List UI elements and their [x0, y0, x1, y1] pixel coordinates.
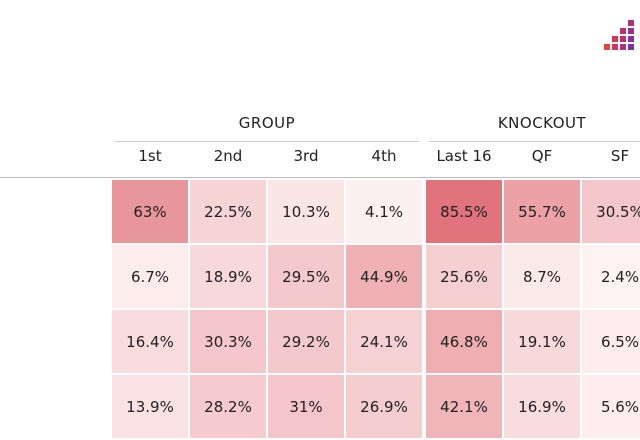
cell: 18.9%: [190, 245, 266, 308]
column-header: 1st: [138, 147, 162, 165]
cell: 29.2%: [268, 310, 344, 373]
group-header: GROUP: [238, 114, 296, 132]
group-header: KNOCKOUT: [497, 114, 587, 132]
header-rule: [0, 177, 640, 178]
column-header: QF: [531, 147, 553, 165]
cell: 6.7%: [112, 245, 188, 308]
cell: 16.4%: [112, 310, 188, 373]
group-rule: [429, 141, 640, 142]
cell: 4.1%: [346, 180, 422, 243]
column-header: SF: [610, 147, 630, 165]
column-header: 3rd: [293, 147, 319, 165]
cell: 30.3%: [190, 310, 266, 373]
cell: 8.7%: [504, 245, 580, 308]
cell: 42.1%: [426, 375, 502, 438]
cell: 22.5%: [190, 180, 266, 243]
column-header: 2nd: [213, 147, 243, 165]
cell: 85.5%: [426, 180, 502, 243]
cell: 29.5%: [268, 245, 344, 308]
cell: 28.2%: [190, 375, 266, 438]
column-header: Last 16: [436, 147, 492, 165]
cell: 13.9%: [112, 375, 188, 438]
cell: 5.6%: [582, 375, 640, 438]
cell: 46.8%: [426, 310, 502, 373]
group-rule: [115, 141, 419, 142]
cell: 55.7%: [504, 180, 580, 243]
cell: 2.4%: [582, 245, 640, 308]
column-header: 4th: [371, 147, 397, 165]
logo: [604, 20, 634, 50]
cell: 19.1%: [504, 310, 580, 373]
cell: 6.5%: [582, 310, 640, 373]
cell: 31%: [268, 375, 344, 438]
cell: 25.6%: [426, 245, 502, 308]
cell: 26.9%: [346, 375, 422, 438]
cell: 63%: [112, 180, 188, 243]
cell: 30.5%: [582, 180, 640, 243]
cell: 44.9%: [346, 245, 422, 308]
cell: 16.9%: [504, 375, 580, 438]
cell: 10.3%: [268, 180, 344, 243]
cell: 24.1%: [346, 310, 422, 373]
